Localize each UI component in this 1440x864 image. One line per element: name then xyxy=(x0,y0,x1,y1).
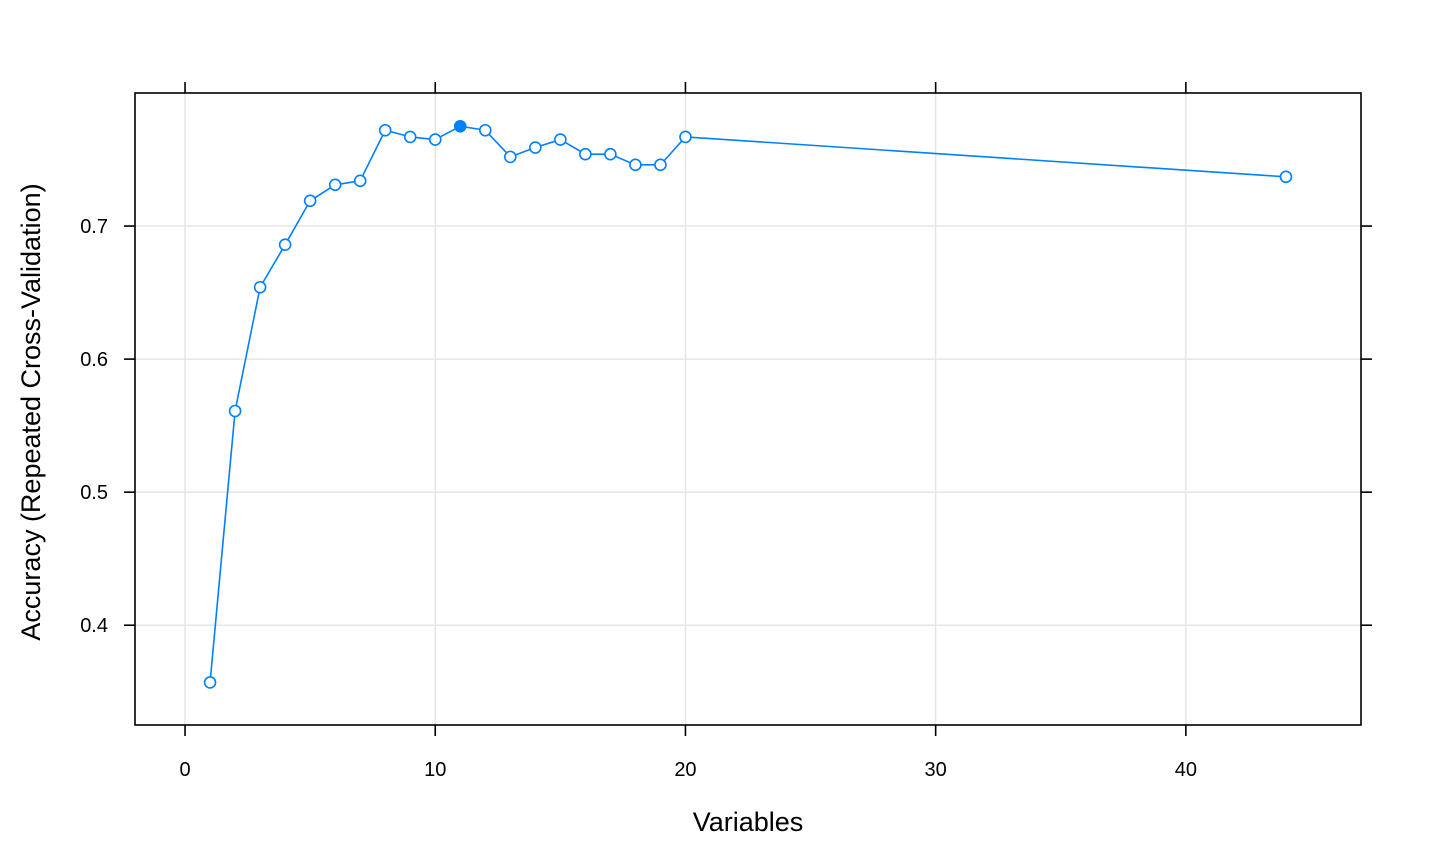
data-point-marker xyxy=(203,676,217,689)
y-tick-label: 0.6 xyxy=(80,349,108,371)
x-tick-label: 0 xyxy=(179,759,190,781)
data-point-marker xyxy=(478,123,492,137)
data-point-marker xyxy=(253,280,267,294)
data-point-marker xyxy=(328,178,342,192)
data-point-marker xyxy=(278,238,292,251)
data-point-marker xyxy=(1279,170,1293,184)
data-point-marker xyxy=(654,158,667,172)
x-axis-title: Variables xyxy=(693,807,804,837)
tick-labels: 0 10 20 30 40 0.4 0.5 0.6 0.7 xyxy=(80,216,1197,781)
x-tick-label: 30 xyxy=(925,759,947,781)
data-point-marker xyxy=(604,147,617,161)
y-tick-label: 0.4 xyxy=(80,615,108,637)
data-point-marker xyxy=(579,147,592,161)
plot-frame xyxy=(134,92,1362,726)
data-point-marker xyxy=(554,133,567,146)
grid xyxy=(135,93,1361,725)
data-point-marker xyxy=(403,130,417,144)
x-tick-label: 20 xyxy=(674,759,696,781)
x-tick-label: 40 xyxy=(1175,759,1197,781)
series-line xyxy=(209,125,1286,683)
data-point-marker xyxy=(428,133,442,146)
y-tick-label: 0.5 xyxy=(80,482,108,504)
x-tick-label: 10 xyxy=(424,759,446,781)
data-point-marker xyxy=(353,174,367,188)
y-tick-label: 0.7 xyxy=(80,216,108,238)
data-point-marker xyxy=(629,158,642,172)
best-point-marker xyxy=(453,119,467,133)
tick-marks xyxy=(124,82,1372,736)
series xyxy=(203,119,1293,689)
data-point-marker xyxy=(228,404,242,418)
y-axis-title: Accuracy (Repeated Cross-Validation) xyxy=(16,183,46,640)
data-point-marker xyxy=(303,194,317,208)
data-point-marker xyxy=(504,150,517,164)
data-point-marker xyxy=(679,130,692,144)
data-point-marker xyxy=(529,141,542,154)
data-point-marker xyxy=(378,123,392,137)
